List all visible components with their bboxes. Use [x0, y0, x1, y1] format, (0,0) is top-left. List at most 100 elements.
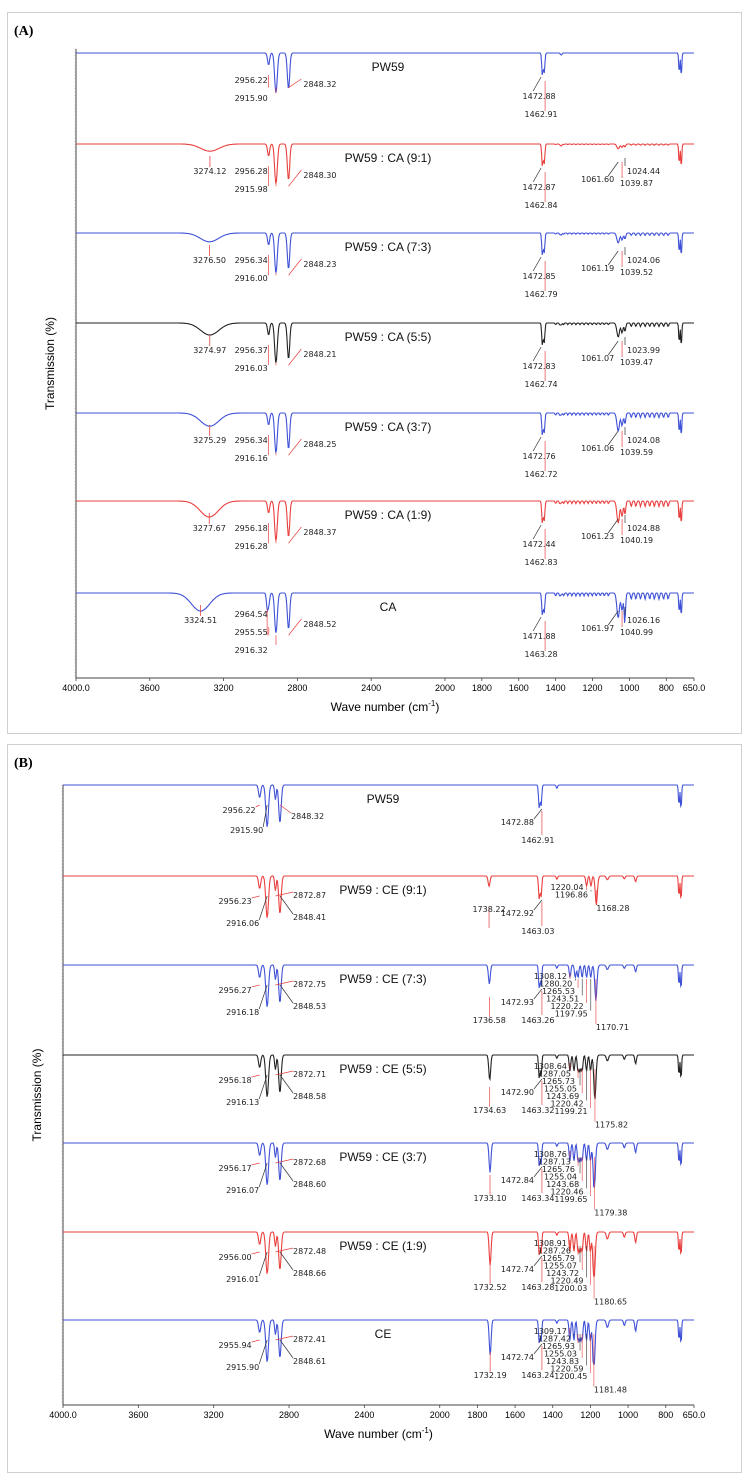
- series-label: PW59 : CE (3:7): [339, 1150, 426, 1164]
- peak-label: 2848.66: [293, 1269, 326, 1278]
- spectrum-line: [76, 500, 694, 541]
- peak-label: 2956.34: [235, 436, 268, 445]
- x-tick-label: 1400: [546, 683, 566, 693]
- peak-marker: [279, 984, 294, 1004]
- panel-label: (A): [14, 24, 34, 39]
- peak-marker: [532, 167, 542, 183]
- peak-marker: [607, 250, 619, 266]
- peak-label: 1040.19: [620, 536, 653, 545]
- peak-label: 2956.17: [219, 1164, 252, 1173]
- peak-label: 1463.28: [521, 1283, 554, 1292]
- x-tick-label: 4000.0: [62, 683, 90, 693]
- peak-marker: [279, 804, 292, 814]
- peak-label: 1287.05: [538, 1070, 571, 1079]
- peak-label: 1175.82: [595, 1121, 628, 1130]
- peak-label: 1255.04: [544, 1173, 577, 1182]
- peak-label: 2848.58: [293, 1092, 326, 1101]
- series-label: PW59 : CE (5:5): [339, 1062, 426, 1076]
- peak-marker: [533, 988, 543, 1000]
- peak-label: 1265.76: [542, 1165, 575, 1174]
- x-tick-label: 2800: [279, 1410, 299, 1420]
- peak-marker: [275, 891, 294, 897]
- spectrum-line: [76, 52, 694, 93]
- peak-label: 1462.79: [525, 290, 558, 299]
- peak-label: 1463.03: [521, 927, 554, 936]
- peak-marker: [607, 518, 619, 534]
- y-axis-title: Transmission (%): [43, 317, 57, 410]
- peak-label: 1471.88: [523, 632, 556, 641]
- x-tick-label: 1400: [543, 1410, 563, 1420]
- peak-marker: [251, 984, 260, 988]
- peak-label: 2956.28: [235, 167, 268, 176]
- peak-label: 1220.04: [551, 883, 584, 892]
- peak-label: 1170.71: [596, 1023, 629, 1032]
- peak-label: 1024.08: [627, 436, 660, 445]
- peak-label: 2916.13: [226, 1098, 259, 1107]
- peak-label: 1472.88: [523, 92, 556, 101]
- peak-marker: [279, 1162, 294, 1182]
- peak-label: 1255.03: [544, 1350, 577, 1359]
- peak-label: 1181.48: [594, 1386, 627, 1395]
- series-label: PW59 : CA (5:5): [345, 330, 432, 344]
- peak-label: 1463.26: [521, 1016, 554, 1025]
- x-tick-label: 2400: [354, 1410, 374, 1420]
- peak-label: 1265.53: [542, 987, 575, 996]
- peak-label: 2872.71: [293, 1070, 326, 1079]
- peak-marker: [533, 1255, 543, 1267]
- peak-label: 1472.92: [501, 909, 534, 918]
- peak-label: 3274.97: [193, 346, 226, 355]
- peak-label: 1265.79: [542, 1254, 575, 1263]
- peak-marker: [288, 169, 302, 187]
- peak-label: 1061.19: [581, 264, 614, 273]
- x-tick-label: 1800: [467, 1410, 487, 1420]
- peak-label: 1220.42: [550, 1100, 583, 1109]
- peak-marker: [607, 161, 619, 177]
- series-label: PW59 : CA (1:9): [345, 508, 432, 522]
- peak-label: 1472.84: [501, 1176, 534, 1185]
- peak-label: 2916.07: [226, 1186, 259, 1195]
- spectrum-line: [63, 1319, 694, 1365]
- peak-label: 2916.32: [235, 646, 268, 655]
- peak-label: 2916.01: [226, 1275, 259, 1284]
- peak-label: 1472.74: [501, 1265, 534, 1274]
- peak-label: 1200.45: [554, 1372, 587, 1381]
- x-tick-label: 1200: [583, 683, 603, 693]
- peak-label: 1734.63: [473, 1106, 506, 1115]
- peak-label: 1220.59: [550, 1365, 583, 1374]
- chart-a: (A) 4000.0 3600 3200 2800 2400 2000 1800 1600 140…: [14, 24, 705, 714]
- peak-label: 1736.58: [473, 1016, 506, 1025]
- peak-label: 2848.53: [293, 1002, 326, 1011]
- peak-marker: [607, 610, 619, 626]
- spectrum-line: [63, 875, 694, 918]
- peak-label: 1023.99: [627, 346, 660, 355]
- x-tick-label: 3200: [214, 683, 234, 693]
- spectrum-line: [76, 143, 694, 184]
- peak-label: 1024.88: [627, 524, 660, 533]
- peak-label: 2956.00: [219, 1253, 252, 1262]
- peak-label: 2915.98: [235, 185, 268, 194]
- peak-marker: [279, 1074, 294, 1094]
- x-tick-label: 2400: [361, 683, 381, 693]
- peak-label: 1463.34: [521, 1194, 554, 1203]
- peak-label: 3274.12: [193, 167, 226, 176]
- peak-label: 2916.18: [226, 1008, 259, 1017]
- x-tick-label: 1000: [618, 1410, 638, 1420]
- x-tick-label: 800: [659, 683, 674, 693]
- peak-marker: [251, 1162, 260, 1166]
- panel-a: (A) 4000.0 3600 3200 2800 2400 2000 1800 1600 140…: [7, 12, 742, 734]
- peak-label: 1199.65: [554, 1195, 587, 1204]
- peak-label: 1061.60: [581, 175, 614, 184]
- peak-label: 1308.12: [534, 972, 567, 981]
- x-tick-label: 3600: [140, 683, 160, 693]
- peak-label: 2848.37: [303, 528, 336, 537]
- peak-label: 1472.85: [523, 272, 556, 281]
- peak-label: 1024.06: [627, 256, 660, 265]
- peak-label: 1026.16: [627, 616, 660, 625]
- peak-marker: [533, 1078, 543, 1090]
- peak-marker: [258, 1339, 268, 1365]
- peak-label: 3324.51: [184, 616, 217, 625]
- spectrum-line: [63, 964, 694, 1007]
- peak-marker: [251, 1074, 260, 1078]
- x-tick-label: 3200: [204, 1410, 224, 1420]
- peak-label: 1462.72: [525, 470, 558, 479]
